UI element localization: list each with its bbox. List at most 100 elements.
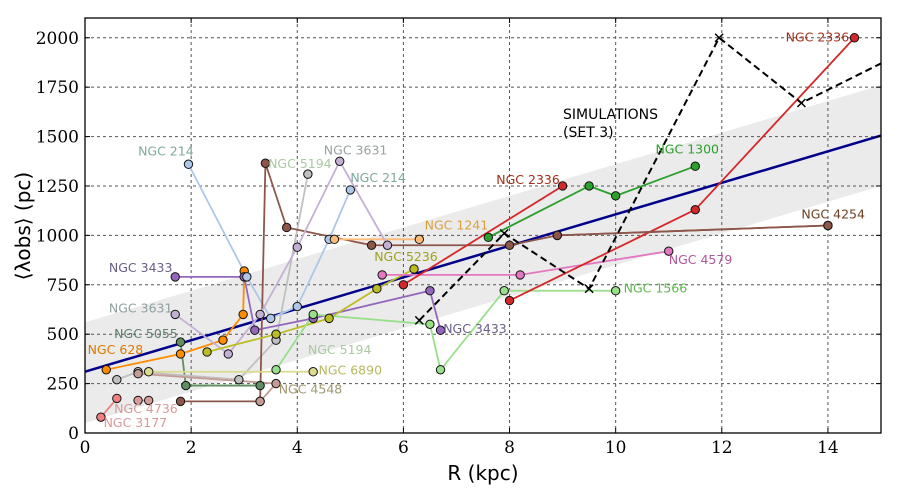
data-point <box>552 230 562 241</box>
series-line <box>402 185 564 286</box>
y-tick-label: 750 <box>47 276 79 296</box>
y-tick-label: 1750 <box>36 78 79 98</box>
galaxy-label: NGC 4736 <box>114 401 178 416</box>
galaxy-label: NGC 2336 <box>786 30 850 45</box>
data-point <box>281 222 292 233</box>
data-point <box>292 301 302 312</box>
data-point <box>425 286 435 296</box>
y-tick-label: 1250 <box>36 177 79 197</box>
data-point <box>382 240 393 250</box>
y-tick-label: 250 <box>47 375 79 395</box>
x-tick-label: 2 <box>186 438 197 458</box>
data-point <box>366 240 377 250</box>
data-point <box>345 185 356 195</box>
simulation-marker <box>584 284 594 294</box>
data-point <box>250 325 260 335</box>
y-tick-label: 1500 <box>36 128 79 148</box>
data-point <box>175 396 186 407</box>
plot-frame <box>84 17 882 434</box>
data-point <box>610 191 621 201</box>
galaxy-label: NGC 4254 <box>801 207 865 222</box>
galaxy-label: NGC 628 <box>88 342 144 357</box>
data-point <box>664 246 674 256</box>
x-tick-label: 0 <box>80 438 91 458</box>
series-layer <box>96 33 860 422</box>
data-point <box>398 280 409 290</box>
galaxy-label: NGC 5194 <box>308 342 372 357</box>
series-line <box>557 224 828 237</box>
data-point <box>183 159 194 169</box>
data-point <box>255 309 265 320</box>
data-point <box>610 286 621 296</box>
data-point <box>414 234 425 245</box>
data-point <box>218 335 228 345</box>
y-tick-label: 2000 <box>36 29 79 49</box>
data-point <box>425 319 435 330</box>
sim-label-line1: SIMULATIONS <box>563 107 658 123</box>
data-point <box>377 270 387 280</box>
data-point <box>499 286 509 296</box>
galaxy-label: NGC 4548 <box>279 381 343 396</box>
galaxy-label: NGC 3177 <box>104 415 168 430</box>
data-point <box>223 349 233 359</box>
data-point <box>329 234 340 245</box>
galaxy-label: NGC 1566 <box>624 281 688 296</box>
grid-layer <box>85 18 881 433</box>
data-point <box>260 158 271 168</box>
galaxy-label: NGC 214 <box>350 170 406 185</box>
galaxy-label: NGC 214 <box>138 143 194 158</box>
simulation-marker <box>796 98 806 108</box>
data-point <box>557 181 568 191</box>
galaxy-label: NGC 5055 <box>114 326 178 341</box>
data-point <box>101 365 111 375</box>
data-point <box>849 33 860 43</box>
y-tick-label: 500 <box>47 325 79 345</box>
data-point <box>143 395 154 406</box>
series-line <box>174 159 389 356</box>
data-point <box>133 369 143 379</box>
x-tick-label: 14 <box>817 438 839 458</box>
data-point <box>409 264 419 274</box>
simulation-marker <box>499 228 509 238</box>
series-line <box>487 165 696 239</box>
y-axis-label: ⟨λobs⟩ (pc) <box>11 172 35 280</box>
galaxy-label: NGC 1241 <box>425 217 489 232</box>
galaxy-label: NGC 5236 <box>374 249 438 264</box>
data-point <box>292 242 302 252</box>
galaxy-label: NGC 3631 <box>109 300 173 315</box>
data-point <box>308 367 318 377</box>
data-point <box>435 365 446 375</box>
data-point <box>504 240 515 250</box>
data-point <box>175 337 186 347</box>
data-point <box>112 374 122 385</box>
galaxy-label: NGC 2336 <box>496 172 560 187</box>
galaxy-label-layer: NGC 2336 NGC 1300 NGC 2336 NGC 4254 NGC 4579… <box>88 30 865 430</box>
simulation-layer <box>414 33 881 325</box>
data-point <box>266 313 276 324</box>
galaxy-label: NGC 3631 <box>324 142 388 157</box>
data-point <box>504 295 515 306</box>
data-point <box>584 181 594 191</box>
y-tick-label: 1000 <box>36 226 79 246</box>
data-point <box>133 395 143 406</box>
galaxy-label: NGC 6890 <box>318 363 382 378</box>
x-tick-label: 10 <box>605 438 627 458</box>
data-point <box>242 272 252 282</box>
data-point <box>271 365 281 375</box>
galaxy-label: NGC 3433 <box>443 321 507 336</box>
data-point <box>112 393 122 404</box>
simulation-marker <box>714 33 724 43</box>
axis-layer: 0 2 4 6 8 10 12 14 0 250 500 750 1000 1250 1500 1750 200… <box>36 17 882 458</box>
galaxy-label: NGC 5194 <box>268 156 332 171</box>
data-point <box>238 309 248 320</box>
galaxy-label: NGC 1300 <box>655 141 719 156</box>
series-line <box>187 163 352 320</box>
x-axis-label: R (kpc) <box>447 461 518 485</box>
data-point <box>170 272 180 282</box>
galaxy-label: NGC 4579 <box>669 252 733 267</box>
data-point <box>175 349 186 359</box>
data-point <box>823 220 833 231</box>
data-point <box>181 380 191 391</box>
x-tick-label: 6 <box>398 438 409 458</box>
